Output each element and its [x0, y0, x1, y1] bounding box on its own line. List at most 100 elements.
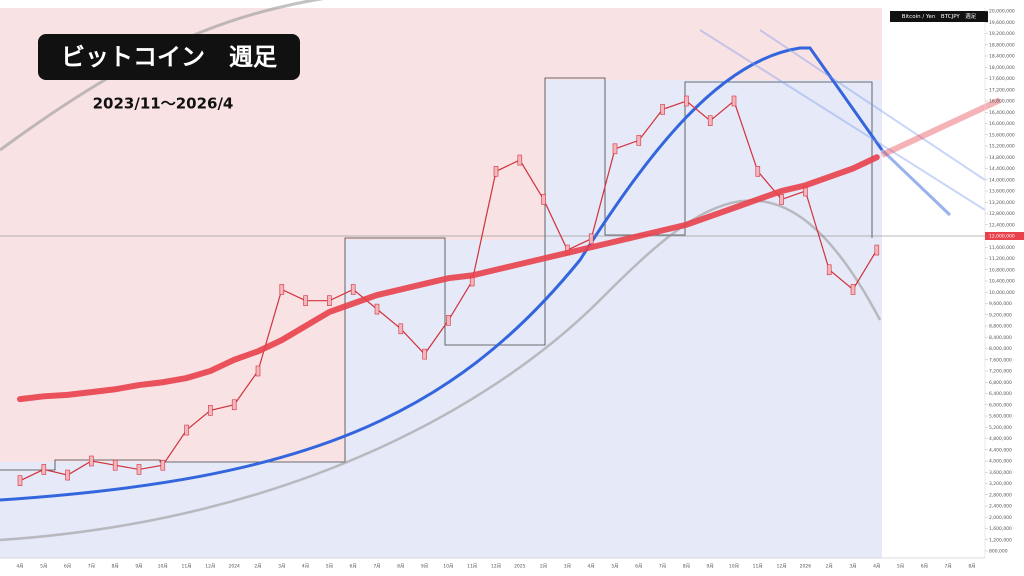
x-tick-label: 2月 — [826, 564, 833, 570]
x-tick-label: 2025 — [514, 564, 526, 570]
band — [0, 46, 884, 502]
candle — [636, 135, 642, 146]
y-tick-label: 9,600,000 — [989, 301, 1012, 307]
x-tick-label: 12月 — [776, 564, 786, 570]
band — [880, 148, 952, 217]
legend-title: Bitcoin / Yen BTCJPY 週足 — [902, 12, 977, 20]
y-tick-label: 12,400,000 — [989, 222, 1015, 228]
x-tick-label: 4月 — [16, 564, 23, 570]
x-tick-label: 10月 — [443, 564, 453, 570]
y-tick-label: 17,600,000 — [989, 76, 1015, 82]
y-tick-label: 16,800,000 — [989, 99, 1015, 105]
y-tick-label: 8,400,000 — [989, 335, 1012, 341]
y-tick-label: 6,800,000 — [989, 380, 1012, 386]
y-tick-label: 20,000,000 — [989, 9, 1015, 15]
band — [0, 199, 882, 542]
y-tick-label: 3,600,000 — [989, 470, 1012, 476]
candle — [684, 95, 689, 107]
x-tick-label: 12月 — [491, 564, 501, 570]
legend-box — [890, 11, 988, 22]
y-tick-label: 8,800,000 — [989, 324, 1012, 330]
x-tick-label: 3月 — [564, 564, 571, 570]
x-tick-label: 5月 — [326, 564, 333, 570]
x-tick-label: 7月 — [88, 564, 95, 570]
y-tick-label: 18,000,000 — [989, 65, 1015, 71]
x-tick-label: 9月 — [421, 564, 428, 570]
candle — [874, 244, 880, 256]
candle — [160, 459, 166, 471]
x-tick-label: 9月 — [135, 564, 142, 570]
y-tick-label: 17,200,000 — [989, 87, 1015, 93]
candle — [446, 315, 451, 326]
y-tick-label: 1,600,000 — [989, 526, 1012, 532]
x-tick-label: 6月 — [635, 564, 642, 570]
y-tick-label: 16,400,000 — [989, 110, 1015, 116]
y-tick-label: 2,400,000 — [989, 504, 1012, 510]
candle — [422, 348, 427, 360]
candle — [41, 464, 47, 475]
y-tick-label: 10,000,000 — [989, 290, 1015, 296]
y-tick-label: 3,200,000 — [989, 481, 1012, 487]
candle — [136, 464, 142, 475]
y-tick-label: 12,800,000 — [989, 211, 1015, 217]
candle — [374, 303, 380, 315]
y-tick-label: 15,600,000 — [989, 132, 1015, 138]
candle — [208, 405, 213, 416]
y-tick-label: 4,000,000 — [989, 459, 1012, 465]
x-tick-label: 8月 — [968, 564, 975, 570]
candle — [327, 295, 332, 306]
y-tick-label: 14,000,000 — [989, 177, 1015, 183]
upper-zone — [0, 8, 882, 462]
candle — [303, 295, 308, 306]
candle — [850, 284, 856, 295]
candle — [112, 459, 118, 471]
candle — [612, 143, 618, 155]
y-tick-label: 5,200,000 — [989, 425, 1012, 431]
x-tick-label: 11月 — [181, 564, 191, 570]
x-tick-label: 3月 — [278, 564, 285, 570]
x-tick-label: 7月 — [945, 564, 952, 570]
x-tick-label: 11月 — [753, 564, 763, 570]
y-tick-label: 18,800,000 — [989, 42, 1015, 48]
x-tick-label: 4月 — [588, 564, 595, 570]
x-tick-label: 8月 — [397, 564, 404, 570]
candle — [826, 264, 832, 276]
candle — [493, 166, 499, 177]
y-tick-label: 11,600,000 — [989, 245, 1015, 251]
y-tick-label: 5,600,000 — [989, 414, 1012, 420]
candle — [89, 455, 94, 467]
candle — [184, 424, 189, 436]
x-tick-label: 7月 — [659, 564, 666, 570]
price-badge — [985, 232, 1024, 240]
x-tick-label: 12月 — [205, 564, 215, 570]
candle — [517, 154, 523, 166]
y-tick-label: 13,600,000 — [989, 189, 1015, 195]
y-tick-label: 16,000,000 — [989, 121, 1015, 127]
x-tick-label: 8月 — [112, 564, 119, 570]
projection — [880, 97, 1002, 158]
candle — [65, 469, 70, 481]
x-tick-label: 11月 — [467, 564, 477, 570]
x-tick-label: 8月 — [683, 564, 690, 570]
x-tick-label: 6月 — [64, 564, 71, 570]
chart-subtitle: 2023/11〜2026/4 — [93, 95, 234, 113]
x-tick-label: 4月 — [302, 564, 309, 570]
candle — [660, 104, 665, 115]
y-tick-label: 6,000,000 — [989, 402, 1012, 408]
x-tick-label: 2月 — [540, 564, 547, 570]
candle — [398, 323, 404, 335]
candle — [588, 233, 594, 245]
range-boxes — [0, 77, 873, 471]
candle — [755, 166, 761, 177]
candle — [17, 475, 23, 486]
candle — [231, 399, 237, 411]
x-tick-label: 7月 — [373, 564, 380, 570]
x-tick-label: 5月 — [897, 564, 904, 570]
y-tick-label: 800,000 — [989, 549, 1008, 555]
series-line — [17, 154, 880, 403]
y-tick-label: 13,200,000 — [989, 200, 1015, 206]
y-tick-label: 14,400,000 — [989, 166, 1015, 172]
y-tick-label: 7,600,000 — [989, 357, 1012, 363]
y-tick-label: 4,800,000 — [989, 436, 1012, 442]
y-tick-label: 9,200,000 — [989, 312, 1012, 318]
